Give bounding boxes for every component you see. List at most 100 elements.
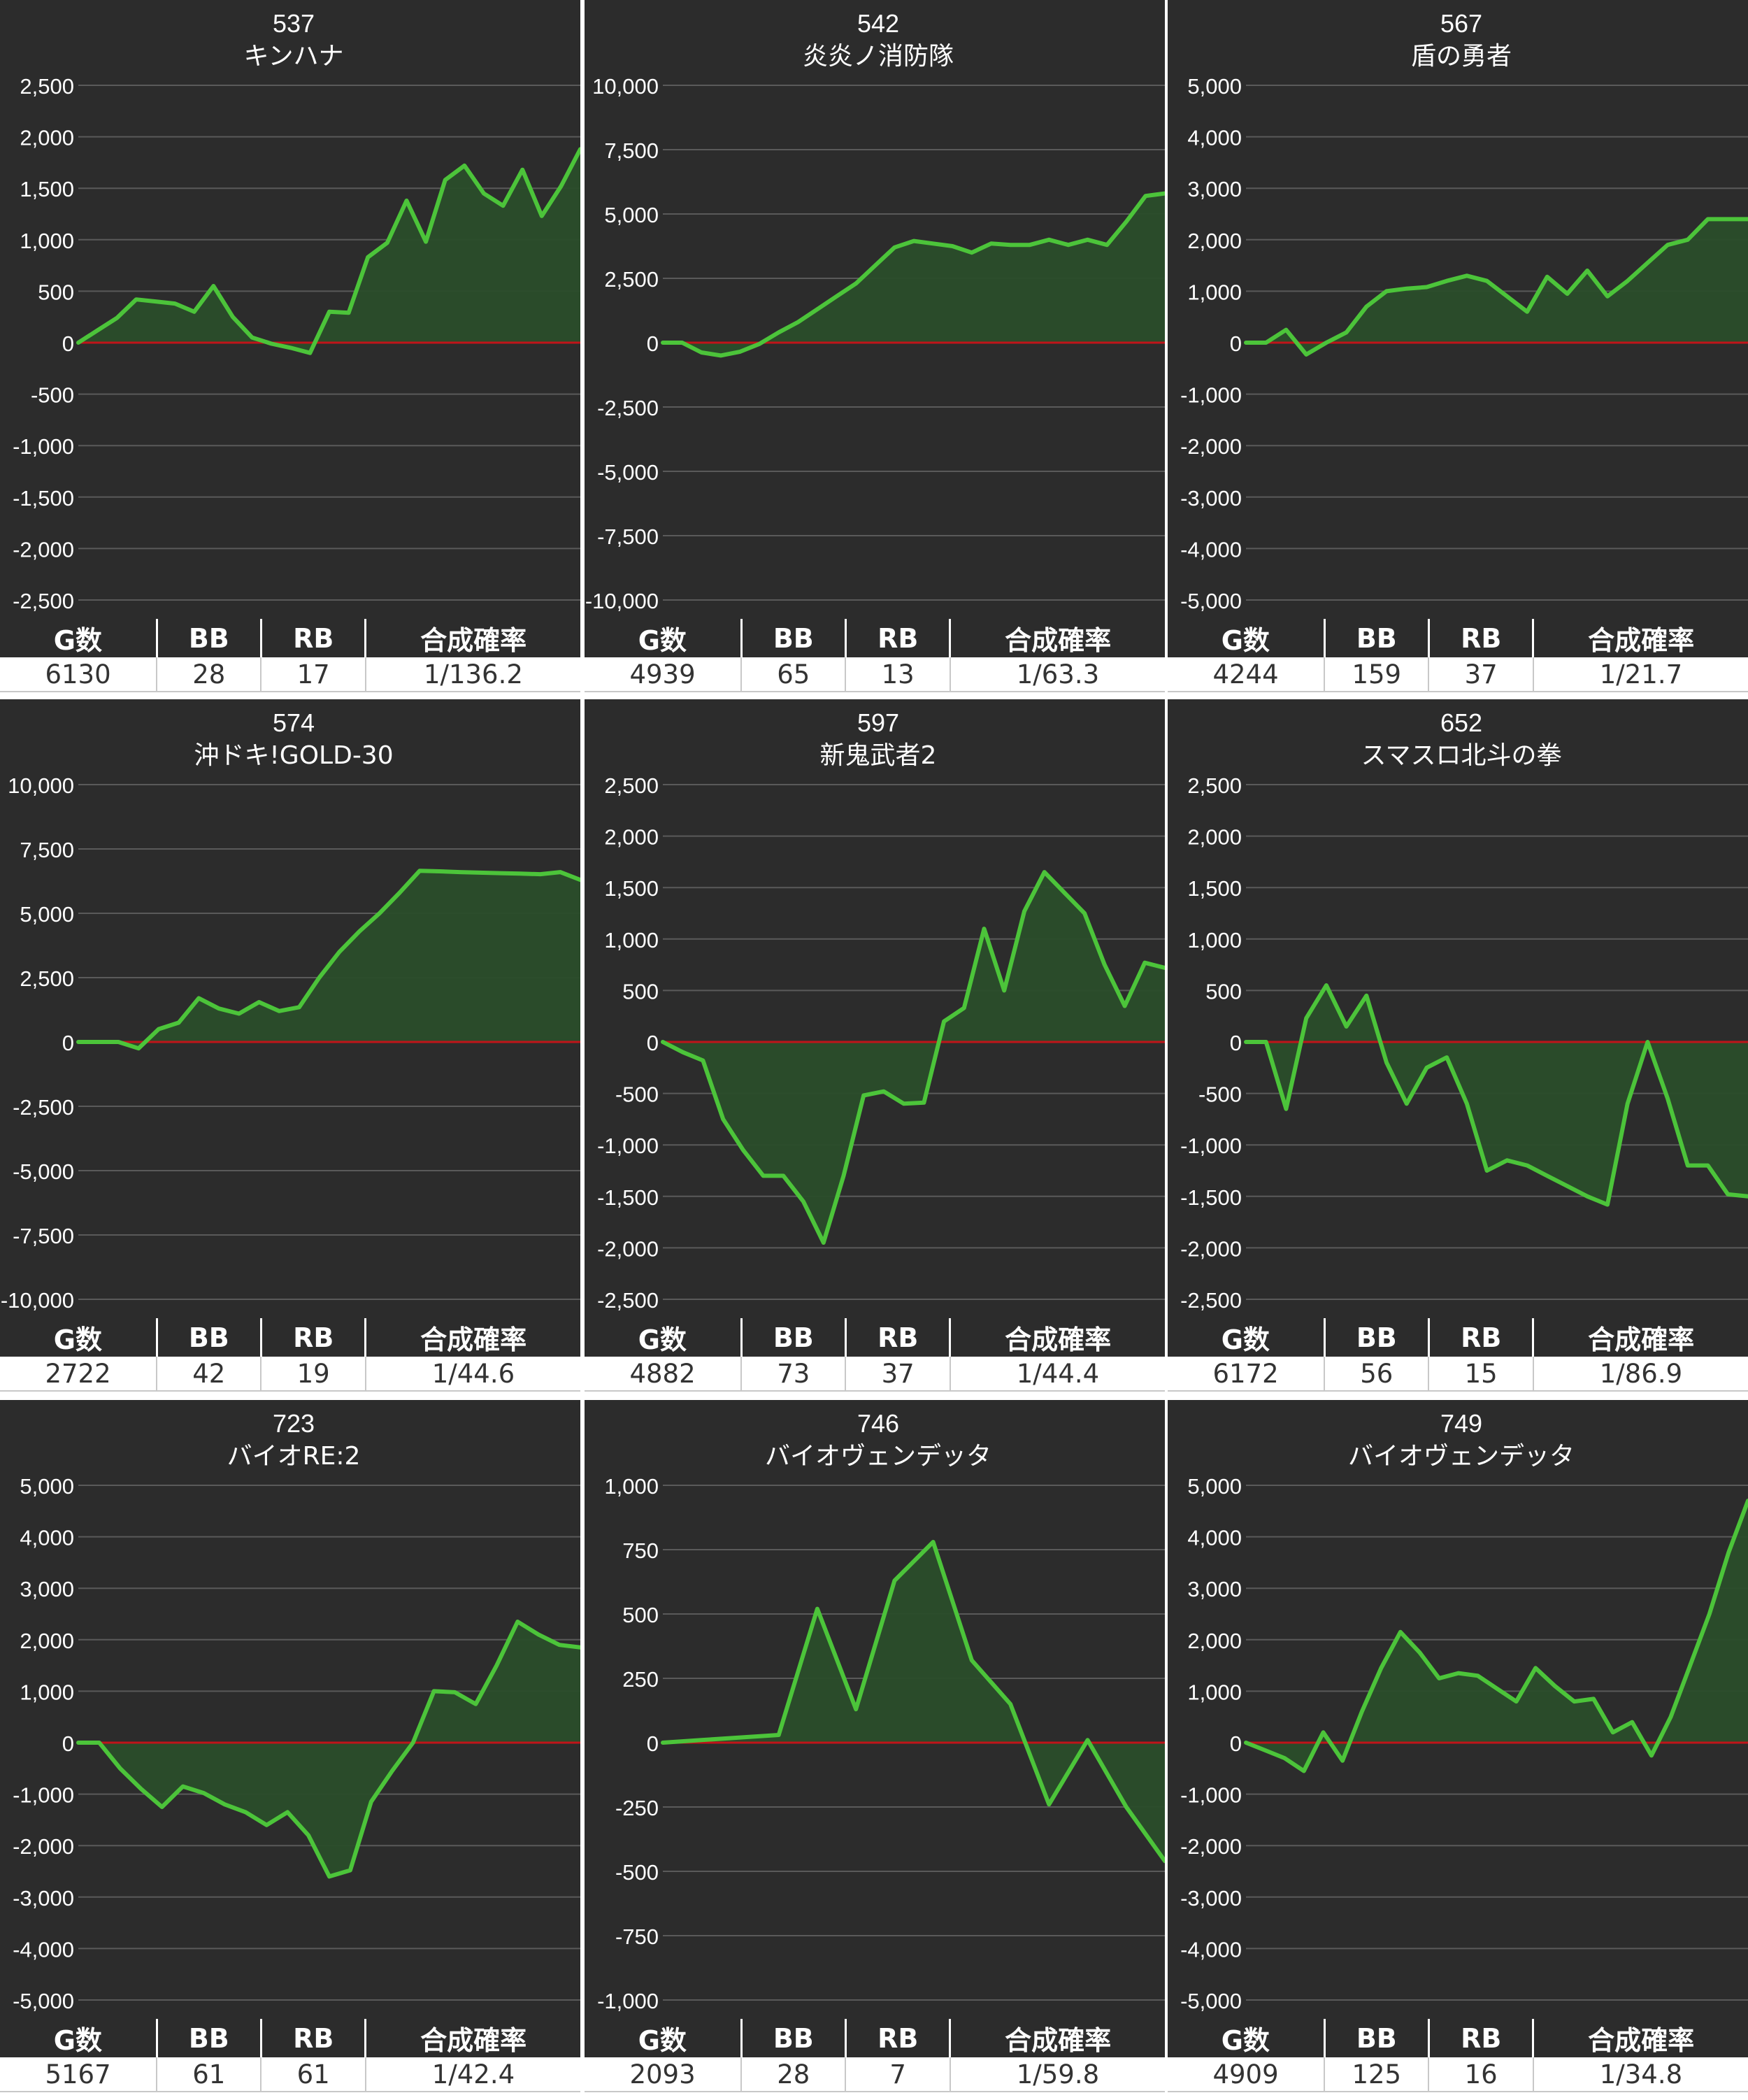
y-tick-label: -500: [615, 1083, 659, 1107]
y-tick-label: 2,500: [1187, 773, 1242, 798]
stats-header-prob: 合成確率: [365, 2019, 580, 2057]
chart-subtitle: 沖ドキ!GOLD-30: [194, 741, 393, 770]
y-tick-label: -2,500: [1180, 1288, 1242, 1313]
series-area: [1246, 1501, 1748, 1771]
chart-area: 537 キンハナ 2,500 2,000 1,500 1,000 500 0 -500 -1,00…: [0, 0, 580, 619]
chart-subtitle: 炎炎ノ消防隊: [803, 42, 954, 71]
chart-area: 567 盾の勇者 5,000 4,000 3,000 2,000 1,000 0 -1,000 -…: [1168, 0, 1748, 619]
y-tick-label: -5,000: [13, 1159, 74, 1184]
chart-svg: 542 炎炎ノ消防隊 10,000 7,500 5,000 2,500 0 -2,500 -5,…: [585, 9, 1165, 613]
stats-header-rb: RB: [1428, 619, 1535, 657]
stats-header-prob: 合成確率: [1533, 2019, 1748, 2057]
chart-panel: 652 スマスロ北斗の拳 2,500 2,000 1,500 1,000 500 0 -500 -…: [1168, 699, 1748, 1392]
stats-header-rb: RB: [261, 1318, 367, 1357]
chart-panel: 723 バイオRE:2 5,000 4,000 3,000 2,000 1,000 0 -1,0…: [0, 1400, 580, 2092]
stats-header-rb: RB: [261, 2019, 367, 2057]
stats-value-bb: 42: [157, 1357, 262, 1392]
stats-header-prob: 合成確率: [1533, 619, 1748, 657]
y-tick-label: -750: [615, 1924, 659, 1949]
chart-panel: 537 キンハナ 2,500 2,000 1,500 1,000 500 0 -500 -1,00…: [0, 0, 580, 692]
stats-value-games: 4882: [585, 1357, 743, 1392]
y-tick-label: -5,000: [13, 1989, 74, 2013]
stats-header-bb: BB: [741, 2019, 847, 2057]
y-tick-label: 0: [647, 1031, 659, 1055]
chart-svg: 746 バイオヴェンデッタ 1,000 750 500 250 0 -250 -500 -750 -…: [597, 1409, 1165, 2013]
y-tick-label: 3,000: [20, 1577, 74, 1601]
stats-table: G数 BB RB 合成確率 4939 65 13 1/63.3: [585, 619, 1165, 692]
y-tick-label: 0: [647, 331, 659, 356]
y-tick-label: 2,000: [20, 126, 74, 150]
series-line: [76, 869, 580, 1051]
stats-value-games: 2093: [585, 2057, 743, 2092]
chart-panel: 542 炎炎ノ消防隊 10,000 7,500 5,000 2,500 0 -2,500 -5,…: [585, 0, 1165, 692]
stats-value-bb: 73: [741, 1357, 847, 1392]
stats-header-rb: RB: [261, 619, 367, 657]
y-tick-label: -10,000: [585, 589, 659, 613]
stats-header-games: G数: [585, 1318, 743, 1357]
stats-value-rb: 15: [1428, 1357, 1534, 1392]
y-tick-label: 2,500: [20, 966, 74, 991]
y-tick-label: 1,000: [1187, 928, 1242, 952]
series-line: [1244, 983, 1748, 1207]
stats-value-rb: 19: [261, 1357, 366, 1392]
y-tick-label: 3,000: [1187, 1577, 1242, 1601]
y-tick-label: -4,000: [1180, 537, 1242, 562]
y-tick-label: -5,000: [1180, 589, 1242, 613]
chart-svg: 723 バイオRE:2 5,000 4,000 3,000 2,000 1,000 0 -1,0…: [13, 1409, 580, 2013]
stats-header-games: G数: [1168, 619, 1326, 657]
y-tick-label: -2,500: [597, 1288, 659, 1313]
y-tick-label: 10,000: [8, 773, 74, 798]
y-tick-label: 2,500: [604, 773, 659, 798]
stats-value-prob: 1/136.2: [365, 657, 580, 692]
y-tick-label: 2,000: [20, 1629, 74, 1653]
chart-svg: 652 スマスロ北斗の拳 2,500 2,000 1,500 1,000 500 0 -500 -…: [1180, 708, 1748, 1313]
y-tick-label: 1,500: [1187, 876, 1242, 901]
stats-value-bb: 56: [1324, 1357, 1430, 1392]
chart-subtitle: バイオRE:2: [227, 1442, 361, 1471]
chart-svg: 567 盾の勇者 5,000 4,000 3,000 2,000 1,000 0 -1,000 -…: [1180, 9, 1748, 613]
stats-value-prob: 1/86.9: [1533, 1357, 1748, 1392]
y-tick-label: 1,000: [604, 1474, 659, 1499]
stats-value-prob: 1/34.8: [1533, 2057, 1748, 2092]
y-tick-label: 0: [1230, 1731, 1242, 1756]
stats-header-prob: 合成確率: [365, 1318, 580, 1357]
y-tick-label: -3,000: [1180, 486, 1242, 510]
stats-value-games: 6172: [1168, 1357, 1326, 1392]
stats-value-rb: 61: [261, 2057, 366, 2092]
stats-value-bb: 125: [1324, 2057, 1430, 2092]
series-line: [1244, 217, 1748, 357]
chart-title: 723: [273, 1409, 315, 1438]
y-tick-label: 500: [1205, 979, 1242, 1003]
chart-title: 574: [273, 708, 315, 737]
stats-value-prob: 1/44.4: [950, 1357, 1165, 1392]
y-tick-label: 5,000: [1187, 74, 1242, 99]
y-tick-label: -1,500: [597, 1185, 659, 1210]
chart-panel: 567 盾の勇者 5,000 4,000 3,000 2,000 1,000 0 -1,000 -…: [1168, 0, 1748, 692]
stats-table: G数 BB RB 合成確率 6130 28 17 1/136.2: [0, 619, 580, 692]
stats-value-rb: 16: [1428, 2057, 1534, 2092]
series-line: [661, 870, 1165, 1245]
y-tick-label: -1,000: [1180, 383, 1242, 408]
y-tick-label: -4,000: [13, 1937, 74, 1962]
stats-value-rb: 17: [261, 657, 366, 692]
stats-header-bb: BB: [157, 619, 262, 657]
chart-panel: 749 バイオヴェンデッタ 5,000 4,000 3,000 2,000 1,000 0 -1…: [1168, 1400, 1748, 2092]
series-area: [78, 871, 580, 1049]
y-tick-label: -2,000: [597, 1236, 659, 1261]
y-tick-label: -1,500: [1180, 1185, 1242, 1210]
chart-area: 746 バイオヴェンデッタ 1,000 750 500 250 0 -250 -500 -750 -…: [585, 1400, 1165, 2019]
y-tick-label: 5,000: [604, 203, 659, 227]
stats-value-games: 4939: [585, 657, 743, 692]
stats-value-bb: 61: [157, 2057, 262, 2092]
chart-svg: 749 バイオヴェンデッタ 5,000 4,000 3,000 2,000 1,000 0 -1…: [1180, 1409, 1748, 2013]
chart-panel: 597 新鬼武者2 2,500 2,000 1,500 1,000 500 0 -500 -1,0…: [585, 699, 1165, 1392]
stats-header-rb: RB: [845, 619, 952, 657]
y-tick-label: 500: [622, 1603, 659, 1627]
chart-panel: 574 沖ドキ!GOLD-30 10,000 7,500 5,000 2,500 0 -2,5…: [0, 699, 580, 1392]
stats-header-rb: RB: [1428, 1318, 1535, 1357]
y-tick-label: 0: [1230, 331, 1242, 356]
y-tick-label: -2,500: [597, 396, 659, 420]
stats-header-bb: BB: [157, 1318, 262, 1357]
series-line: [661, 1540, 1165, 1864]
chart-subtitle: バイオヴェンデッタ: [765, 1442, 991, 1471]
